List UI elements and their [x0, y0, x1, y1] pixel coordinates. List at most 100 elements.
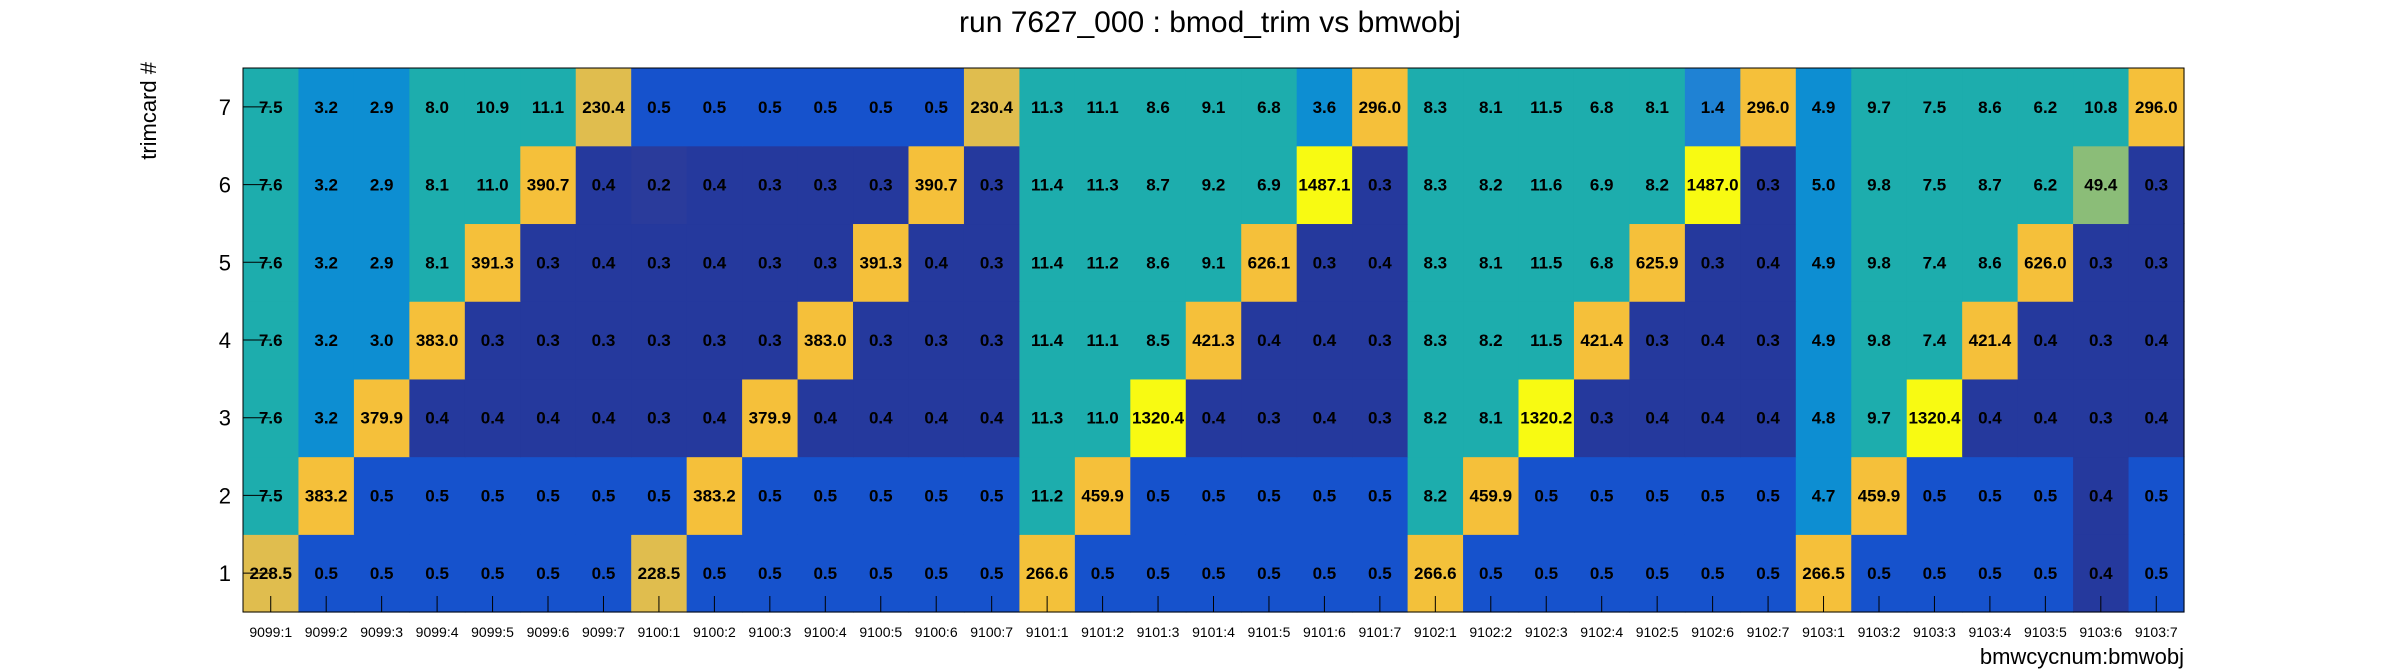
cell-value-label: 0.5: [1146, 564, 1170, 583]
cell-value-label: 0.3: [1756, 331, 1780, 350]
cell-value-label: 8.7: [1146, 176, 1170, 195]
cell-value-label: 7.5: [1923, 176, 1947, 195]
cell-value-label: 8.3: [1424, 253, 1448, 272]
cell-value-label: 0.5: [1978, 564, 2002, 583]
cell-value-label: 0.5: [2034, 564, 2058, 583]
cell-value-label: 0.3: [1313, 253, 1337, 272]
heatmap-cell: [2073, 145, 2130, 225]
heatmap-cell: [1906, 223, 1963, 302]
x-tick-label: 9100:3: [748, 624, 791, 640]
x-tick-label: 9100:7: [970, 624, 1013, 640]
cell-value-label: 3.2: [314, 253, 338, 272]
cell-value-label: 9.8: [1867, 176, 1891, 195]
heatmap-cell: [1296, 68, 1353, 147]
cell-value-label: 0.5: [703, 98, 727, 117]
cell-value-label: 11.2: [1087, 253, 1119, 272]
heatmap-cell: [1795, 223, 1852, 302]
cell-value-label: 6.8: [1590, 98, 1614, 117]
heatmap-cell: [686, 456, 743, 535]
heatmap-cell: [2017, 68, 2074, 147]
cell-value-label: 6.8: [1590, 253, 1614, 272]
heatmap-cell: [1851, 456, 1908, 535]
heatmap-cell: [1352, 68, 1409, 147]
cell-value-label: 626.0: [2024, 253, 2067, 272]
cell-value-label: 11.5: [1530, 253, 1562, 272]
cell-value-label: 0.5: [924, 98, 948, 117]
cell-value-label: 0.5: [2034, 486, 2058, 505]
heatmap-cell: [1463, 456, 1520, 535]
heatmap-cell: [1962, 301, 2019, 380]
heatmap-cell: [963, 223, 1020, 302]
y-tick-label: 3: [219, 406, 231, 431]
heatmap-cell: [1185, 456, 1242, 535]
cell-value-label: 9.8: [1867, 253, 1891, 272]
x-tick-label: 9102:1: [1414, 624, 1457, 640]
x-tick-label: 9101:7: [1358, 624, 1401, 640]
cell-value-label: 8.2: [1479, 331, 1503, 350]
cell-value-label: 626.1: [1248, 253, 1291, 272]
cell-value-label: 0.4: [924, 409, 948, 428]
x-tick-label: 9099:5: [471, 624, 514, 640]
cell-value-label: 0.5: [481, 564, 505, 583]
heatmap-cell: [1407, 456, 1464, 535]
cell-value-label: 0.4: [481, 409, 505, 428]
cell-value-label: 0.4: [1313, 409, 1337, 428]
heatmap-cell: [1185, 301, 1242, 380]
cell-value-label: 11.4: [1031, 331, 1064, 350]
heatmap-cell: [464, 301, 521, 380]
x-tick-label: 9101:5: [1248, 624, 1291, 640]
y-tick-label: 2: [219, 483, 231, 508]
heatmap-cell: [1629, 68, 1686, 147]
cell-value-label: 10.9: [476, 98, 509, 117]
heatmap-cell: [1407, 145, 1464, 225]
heatmap-cell: [520, 145, 577, 225]
cell-value-label: 390.7: [527, 176, 570, 195]
cell-value-label: 379.9: [360, 409, 403, 428]
cell-value-label: 11.6: [1530, 176, 1562, 195]
heatmap-cell: [1352, 301, 1409, 380]
cell-value-label: 6.9: [1257, 176, 1281, 195]
cell-value-label: 0.3: [1701, 253, 1725, 272]
heatmap-cell: [2128, 223, 2185, 302]
cell-value-label: 0.4: [813, 409, 837, 428]
x-tick-label: 9099:2: [305, 624, 348, 640]
cell-value-label: 0.3: [758, 331, 782, 350]
cell-value-label: 0.5: [1368, 564, 1392, 583]
cell-value-label: 11.5: [1530, 98, 1562, 117]
cell-value-label: 0.5: [1923, 564, 1947, 583]
heatmap-cell: [520, 378, 577, 458]
cell-value-label: 0.5: [1257, 564, 1281, 583]
x-tick-label: 9099:3: [360, 624, 403, 640]
heatmap-cell: [409, 378, 466, 458]
x-tick-label: 9102:7: [1747, 624, 1790, 640]
cell-value-label: 0.3: [481, 331, 505, 350]
cell-value-label: 0.4: [1257, 331, 1281, 350]
cell-value-label: 0.5: [2144, 564, 2168, 583]
x-tick-label: 9102:6: [1691, 624, 1734, 640]
heatmap-cell: [353, 223, 410, 302]
cell-value-label: 0.4: [536, 409, 560, 428]
heatmap-cell: [1074, 456, 1131, 535]
heatmap-cell: [631, 456, 688, 535]
heatmap-cell: [2073, 301, 2130, 380]
heatmap-cell: [575, 378, 632, 458]
heatmap-cell: [1740, 378, 1797, 458]
cell-value-label: 3.2: [314, 176, 338, 195]
cell-value-label: 0.5: [703, 564, 727, 583]
heatmap-cell: [1463, 378, 1520, 458]
cell-value-label: 0.5: [425, 486, 449, 505]
heatmap-cell: [908, 68, 965, 147]
heatmap-cell: [963, 68, 1020, 147]
cell-value-label: 0.5: [980, 564, 1004, 583]
cell-value-label: 8.1: [1479, 98, 1503, 117]
heatmap-cell: [853, 145, 910, 225]
cell-value-label: 3.0: [370, 331, 394, 350]
cell-value-label: 0.4: [703, 176, 727, 195]
heatmap-cell: [908, 145, 965, 225]
cell-value-label: 8.6: [1978, 98, 2002, 117]
cell-value-label: 11.1: [1087, 331, 1119, 350]
cell-value-label: 0.5: [1479, 564, 1503, 583]
cell-value-label: 11.0: [476, 176, 508, 195]
heatmap-cell: [1407, 223, 1464, 302]
heatmap-cell: [631, 301, 688, 380]
